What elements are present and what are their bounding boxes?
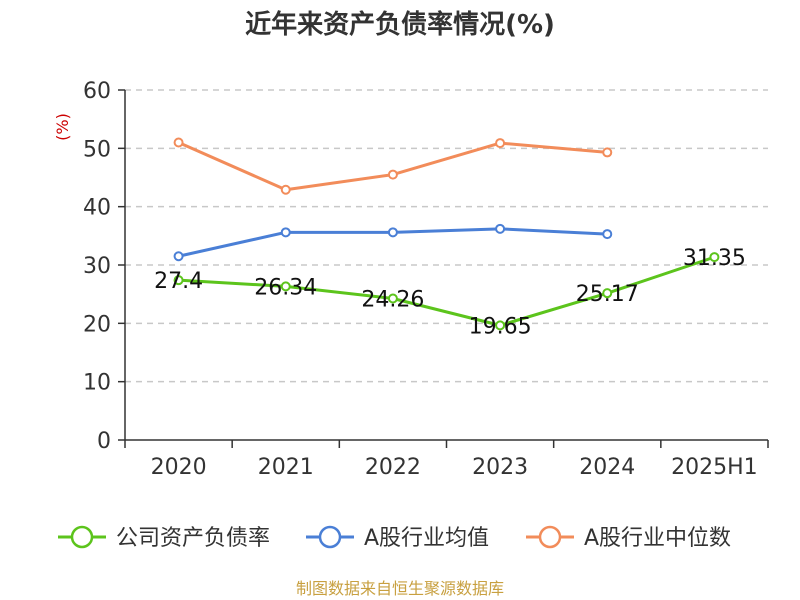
data-labels: 27.4 26.34 24.26 19.65 25.17 31.35	[154, 246, 746, 339]
axes: 0 10 20 30 40 50 60 2020 2021 2022 2023 2024 2025H1	[83, 79, 769, 480]
y-tick-label: 0	[97, 429, 111, 454]
chart-title: 近年来资产负债率情况(%)	[245, 9, 555, 40]
series-line	[178, 255, 715, 327]
data-label: 31.35	[683, 246, 746, 271]
y-tick-label: 20	[83, 312, 111, 337]
series-point	[280, 184, 291, 195]
series-point	[495, 320, 506, 331]
data-label: 26.34	[254, 275, 317, 300]
series-line	[177, 141, 608, 192]
data-label: 19.65	[469, 314, 532, 339]
y-tick-label: 50	[83, 137, 111, 162]
y-tick-label: 40	[83, 196, 111, 221]
legend: 公司资产负债率 A股行业均值 A股行业中位数	[58, 525, 731, 551]
series-point	[173, 137, 184, 148]
series-point	[387, 169, 398, 180]
legend-label: A股行业中位数	[584, 526, 731, 551]
x-tick-label: 2022	[365, 455, 421, 480]
legend-marker	[538, 525, 562, 549]
y-tick-label: 60	[83, 79, 111, 104]
series-point	[602, 288, 613, 299]
legend-marker	[70, 525, 94, 549]
series-point	[280, 281, 291, 292]
x-tick-label: 2025H1	[671, 455, 758, 480]
data-label: 25.17	[576, 282, 639, 307]
series-point	[387, 227, 398, 238]
data-label: 24.26	[361, 287, 424, 312]
series-point	[280, 227, 291, 238]
series-point	[173, 275, 184, 286]
x-tick-label: 2024	[579, 455, 635, 480]
data-label: 27.4	[154, 269, 203, 294]
series-point	[602, 147, 613, 158]
y-axis-unit: (%)	[53, 113, 72, 141]
series-point	[602, 229, 613, 240]
y-tick-label: 30	[83, 254, 111, 279]
series-layer	[173, 137, 720, 331]
series-point	[387, 293, 398, 304]
series-point	[495, 223, 506, 234]
x-tick-label: 2023	[472, 455, 528, 480]
y-tick-label: 10	[83, 371, 111, 396]
legend-label: 公司资产负债率	[116, 526, 270, 551]
series-point	[709, 252, 720, 263]
grid-lines	[125, 89, 768, 383]
series-point	[173, 251, 184, 262]
legend-label: A股行业均值	[364, 526, 489, 551]
source-note: 制图数据来自恒生聚源数据库	[296, 579, 504, 598]
x-tick-label: 2021	[258, 455, 314, 480]
legend-marker	[318, 525, 342, 549]
series-point	[495, 138, 506, 149]
x-tick-label: 2020	[151, 455, 207, 480]
